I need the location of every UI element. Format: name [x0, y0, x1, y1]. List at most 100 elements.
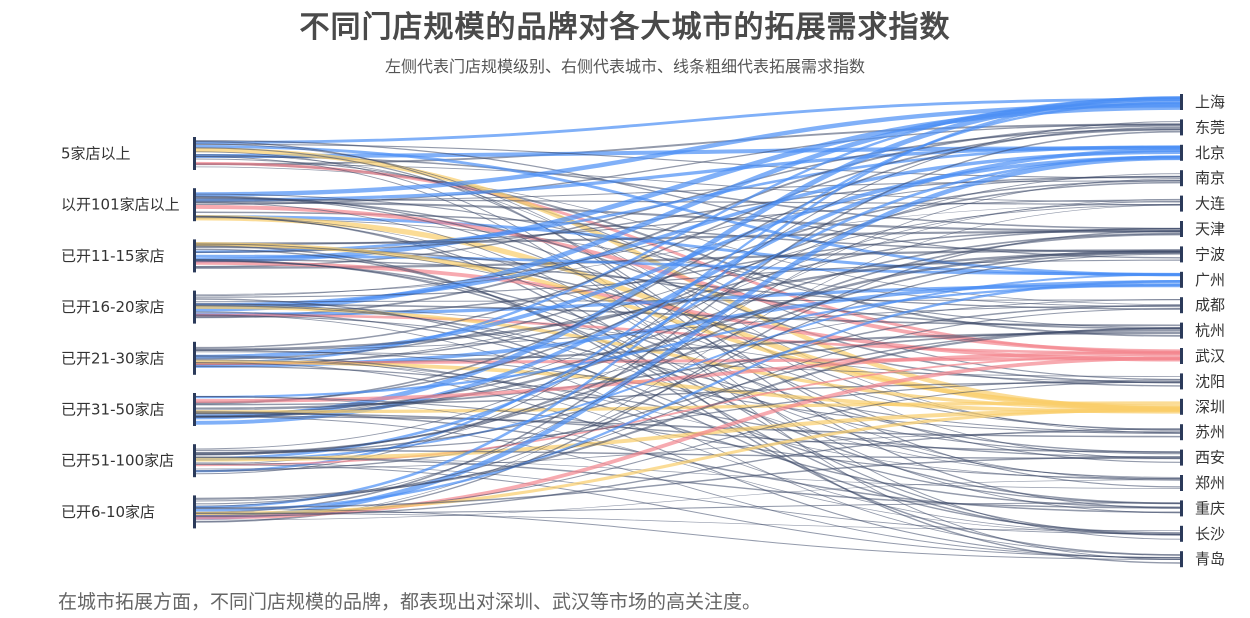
- left-node-label: 以开101家店以上: [61, 196, 180, 214]
- link-1-18: [195, 215, 1181, 564]
- link-6-3: [195, 173, 1181, 450]
- right-node-label: 上海: [1195, 93, 1225, 111]
- left-node-0[interactable]: [193, 137, 196, 170]
- right-node-12[interactable]: [1180, 398, 1183, 415]
- right-node-label: 青岛: [1195, 550, 1225, 568]
- link-0-3: [195, 143, 1181, 179]
- right-node-label: 苏州: [1195, 423, 1225, 441]
- link-4-3: [195, 180, 1181, 360]
- link-7-3: [195, 178, 1181, 507]
- right-node-18[interactable]: [1180, 551, 1183, 568]
- link-4-17: [195, 356, 1181, 535]
- right-node-label: 成都: [1195, 296, 1225, 314]
- right-node-9[interactable]: [1180, 322, 1183, 339]
- link-5-14: [195, 412, 1181, 453]
- left-node-1[interactable]: [193, 188, 196, 222]
- link-0-0: [195, 97, 1181, 145]
- link-3-3: [195, 175, 1181, 297]
- right-node-17[interactable]: [1180, 525, 1183, 542]
- right-node-6[interactable]: [1180, 246, 1183, 263]
- right-node-7[interactable]: [1180, 271, 1183, 288]
- right-node-label: 深圳: [1195, 398, 1225, 416]
- right-node-label: 北京: [1195, 144, 1225, 162]
- left-node-2[interactable]: [193, 239, 196, 273]
- right-node-label: 东莞: [1195, 118, 1225, 136]
- footnote: 在城市拓展方面，不同门店规模的品牌，都表现出对深圳、武汉等市场的高关注度。: [58, 591, 762, 613]
- chart-subtitle: 左侧代表门店规模级别、右侧代表城市、线条粗细代表拓展需求指数: [384, 57, 865, 76]
- left-node-label: 已开51-100家店: [61, 452, 174, 470]
- left-node-6[interactable]: [193, 444, 196, 478]
- right-node-16[interactable]: [1180, 500, 1183, 517]
- link-7-16: [195, 502, 1181, 514]
- right-node-4[interactable]: [1180, 195, 1183, 212]
- label-layer: 5家店以上以开101家店以上已开11-15家店已开16-20家店已开21-30家…: [61, 93, 1225, 568]
- right-node-label: 武汉: [1195, 347, 1225, 365]
- left-node-3[interactable]: [193, 290, 196, 324]
- link-1-14: [195, 196, 1181, 463]
- link-7-15: [195, 479, 1181, 521]
- right-node-label: 南京: [1195, 169, 1225, 187]
- link-5-12: [195, 401, 1181, 414]
- link-7-1: [195, 130, 1181, 514]
- right-node-2[interactable]: [1180, 144, 1183, 161]
- link-7-9: [195, 327, 1181, 500]
- right-node-11[interactable]: [1180, 373, 1183, 390]
- link-7-7: [195, 280, 1181, 512]
- left-node-7[interactable]: [193, 495, 196, 529]
- link-7-18: [195, 508, 1181, 560]
- link-4-13: [195, 349, 1181, 435]
- right-node-1[interactable]: [1180, 119, 1183, 136]
- link-6-17: [195, 462, 1181, 535]
- right-node-label: 西安: [1195, 449, 1225, 467]
- right-node-label: 重庆: [1195, 499, 1225, 517]
- link-6-18: [195, 463, 1181, 558]
- link-4-11: [195, 351, 1181, 377]
- left-node-label: 已开31-50家店: [61, 401, 165, 419]
- link-3-15: [195, 303, 1181, 478]
- link-0-13: [195, 154, 1181, 434]
- right-node-label: 广州: [1195, 271, 1225, 289]
- link-5-6: [195, 249, 1181, 418]
- right-node-0[interactable]: [1180, 94, 1183, 110]
- right-node-14[interactable]: [1180, 449, 1183, 466]
- link-6-14: [195, 449, 1181, 460]
- right-node-label: 天津: [1195, 220, 1225, 238]
- link-3-2: [195, 150, 1181, 307]
- right-node-8[interactable]: [1180, 297, 1183, 314]
- link-4-15: [195, 359, 1181, 481]
- left-node-4[interactable]: [193, 341, 196, 375]
- link-layer: [195, 96, 1181, 564]
- right-node-5[interactable]: [1180, 221, 1183, 237]
- link-6-1: [195, 121, 1181, 475]
- link-6-2: [195, 155, 1181, 460]
- node-layer: [193, 94, 1183, 568]
- link-1-7: [195, 215, 1181, 277]
- link-0-7: [195, 144, 1181, 277]
- chart-title: 不同门店规模的品牌对各大城市的拓展需求指数: [299, 10, 951, 45]
- link-4-16: [195, 355, 1181, 508]
- right-node-13[interactable]: [1180, 424, 1183, 441]
- link-3-4: [195, 203, 1181, 295]
- left-node-label: 已开6-10家店: [61, 503, 155, 521]
- link-1-8: [195, 217, 1181, 308]
- right-node-3[interactable]: [1180, 170, 1183, 187]
- link-5-1: [195, 126, 1181, 405]
- link-3-13: [195, 315, 1181, 434]
- link-3-6: [195, 259, 1181, 298]
- link-1-5: [195, 201, 1181, 233]
- link-6-11: [195, 379, 1181, 454]
- link-5-7: [195, 283, 1181, 399]
- right-node-10[interactable]: [1180, 348, 1183, 364]
- link-1-0: [195, 103, 1181, 197]
- link-5-18: [195, 415, 1181, 559]
- link-0-15: [195, 147, 1181, 488]
- right-node-label: 郑州: [1195, 474, 1225, 492]
- link-4-14: [195, 365, 1181, 458]
- link-7-0: [195, 96, 1181, 509]
- link-2-5: [195, 230, 1181, 245]
- left-node-5[interactable]: [193, 393, 196, 426]
- right-node-15[interactable]: [1180, 475, 1183, 491]
- link-2-16: [195, 259, 1181, 504]
- link-7-4: [195, 204, 1181, 522]
